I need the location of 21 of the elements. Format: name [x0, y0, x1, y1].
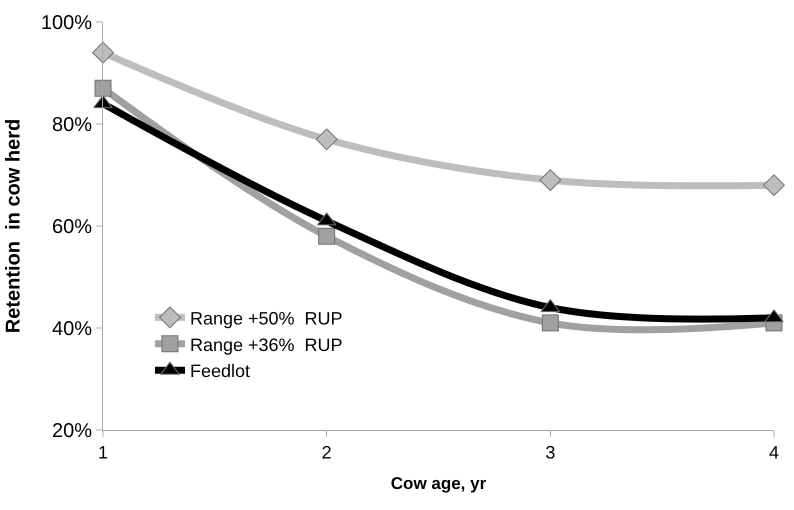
point — [318, 228, 336, 245]
x-tick-label: 4 — [768, 442, 780, 463]
y-tick-label: 100% — [40, 12, 92, 34]
y-tick-label: 40% — [52, 318, 92, 340]
y-tick-label: 80% — [52, 114, 92, 136]
point — [94, 80, 112, 97]
point — [763, 174, 785, 196]
point — [316, 128, 338, 150]
point — [539, 169, 562, 191]
x-tick-label: 3 — [545, 442, 556, 463]
x-tick-label: 1 — [98, 442, 108, 463]
point — [542, 314, 559, 332]
y-tick-label: 20% — [52, 420, 92, 442]
y-tick-label: 60% — [52, 216, 92, 238]
x-tick-label: 2 — [322, 442, 332, 463]
legend-label: Feedlot — [190, 361, 250, 382]
legend-label: Range +36% RUP — [190, 334, 343, 355]
legend-label: Range +50% RUP — [190, 308, 343, 328]
x-axis-title: Cow age, yr — [390, 474, 487, 493]
y-axis-title: Retention in cow herd — [2, 118, 24, 334]
point — [92, 42, 114, 64]
